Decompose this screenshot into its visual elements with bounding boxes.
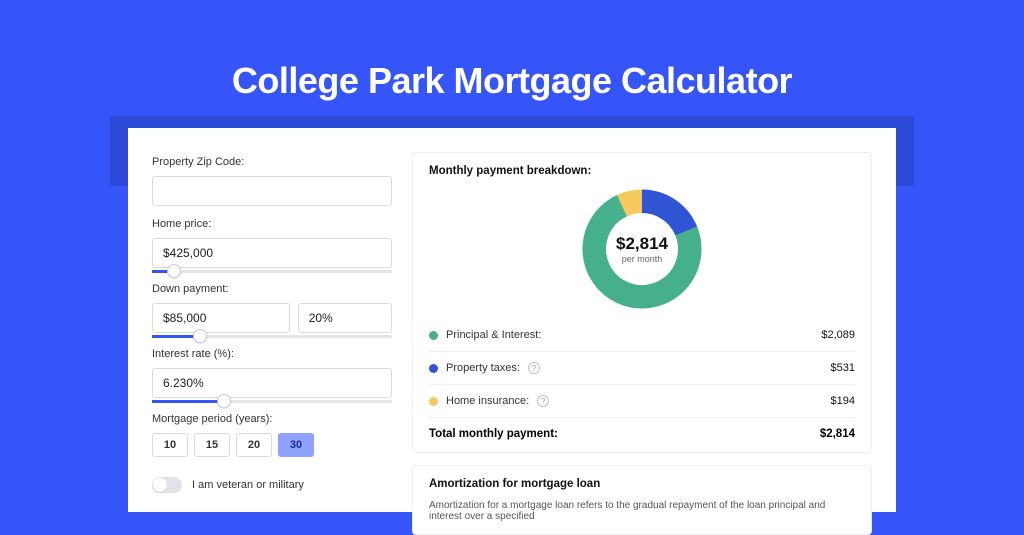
price-slider-thumb[interactable] [167, 264, 181, 278]
amortization-section: Amortization for mortgage loan Amortizat… [412, 465, 872, 535]
breakdown-title: Monthly payment breakdown: [429, 165, 855, 177]
legend-label: Home insurance: [446, 395, 529, 407]
veteran-label: I am veteran or military [192, 479, 304, 491]
breakdown-donut-chart: $2,814 per month [580, 187, 704, 311]
zip-label: Property Zip Code: [152, 156, 392, 168]
price-label: Home price: [152, 218, 392, 230]
period-option-30[interactable]: 30 [278, 433, 314, 457]
legend-value: $531 [831, 362, 855, 374]
down-slider[interactable] [152, 332, 392, 342]
legend-list: Principal & Interest: $2,089 Property taxe… [429, 323, 855, 413]
legend-value: $194 [831, 395, 855, 407]
legend-swatch [429, 364, 438, 373]
total-label: Total monthly payment: [429, 428, 558, 440]
info-icon[interactable]: ? [528, 362, 540, 374]
donut-center-sub: per month [622, 254, 663, 264]
page-title: College Park Mortgage Calculator [0, 0, 1024, 102]
inputs-column: Property Zip Code: Home price: Down paym… [152, 152, 392, 488]
calculator-card: Property Zip Code: Home price: Down paym… [128, 128, 896, 512]
price-input[interactable] [152, 238, 392, 268]
down-pct-input[interactable] [298, 303, 392, 333]
donut-center-value: $2,814 [616, 234, 668, 254]
rate-slider[interactable] [152, 397, 392, 407]
period-label: Mortgage period (years): [152, 413, 392, 425]
rate-slider-thumb[interactable] [217, 394, 231, 408]
legend-label: Property taxes: [446, 362, 520, 374]
info-icon[interactable]: ? [537, 395, 549, 407]
period-option-10[interactable]: 10 [152, 433, 188, 457]
legend-row: Principal & Interest: $2,089 [429, 323, 855, 347]
veteran-toggle[interactable] [152, 477, 182, 493]
down-slider-thumb[interactable] [193, 329, 207, 343]
legend-row: Property taxes:? $531 [429, 356, 855, 380]
amortization-text: Amortization for a mortgage loan refers … [429, 500, 855, 522]
rate-slider-fill [152, 400, 224, 403]
rate-label: Interest rate (%): [152, 348, 392, 360]
total-value: $2,814 [820, 428, 855, 440]
period-option-20[interactable]: 20 [236, 433, 272, 457]
legend-row: Home insurance:? $194 [429, 389, 855, 413]
rate-input[interactable] [152, 368, 392, 398]
legend-swatch [429, 331, 438, 340]
legend-value: $2,089 [821, 329, 855, 341]
price-slider[interactable] [152, 267, 392, 277]
breakdown-column: Monthly payment breakdown: $2,814 per mo… [412, 152, 872, 488]
amortization-title: Amortization for mortgage loan [429, 478, 855, 490]
legend-label: Principal & Interest: [446, 329, 541, 341]
period-group: 10152030 [152, 433, 392, 457]
down-label: Down payment: [152, 283, 392, 295]
down-amount-input[interactable] [152, 303, 290, 333]
period-option-15[interactable]: 15 [194, 433, 230, 457]
zip-input[interactable] [152, 176, 392, 206]
legend-swatch [429, 397, 438, 406]
breakdown-section: Monthly payment breakdown: $2,814 per mo… [412, 152, 872, 453]
